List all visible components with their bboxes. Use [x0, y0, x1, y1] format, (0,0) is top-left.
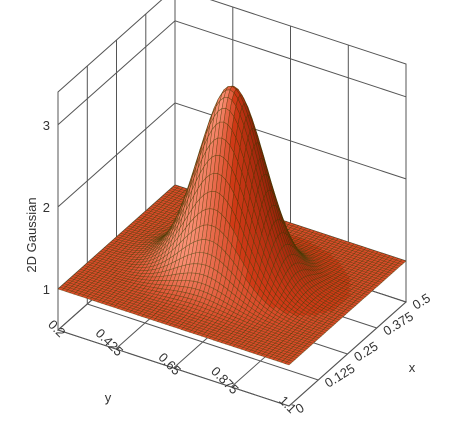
- y-tick-label: 0.875: [208, 364, 242, 398]
- x-gridline: [86, 66, 319, 381]
- x-tick-label: 0.5: [410, 290, 433, 312]
- y-axis-title: y: [105, 390, 112, 405]
- y-tick-label: 0.2: [45, 317, 68, 340]
- y-tick-label: 0.425: [93, 326, 127, 360]
- x-gridline: [57, 92, 290, 407]
- z-tick-label: 1: [43, 282, 50, 297]
- x-tick-label: 0.25: [351, 338, 380, 364]
- surface-cell: [284, 361, 292, 366]
- y-tick-label: 0.65: [155, 350, 184, 379]
- x-tick-label: 0.125: [322, 361, 358, 391]
- z-axis-title: 2D Gaussian: [24, 197, 39, 272]
- x-tick-label: 0: [293, 400, 307, 417]
- z-tick-label: 3: [43, 118, 50, 133]
- z-tick-label: 2: [43, 200, 50, 215]
- x-axis-title: x: [409, 360, 416, 375]
- surface-mesh: [57, 85, 407, 366]
- x-tick-label: 0.375: [380, 309, 416, 339]
